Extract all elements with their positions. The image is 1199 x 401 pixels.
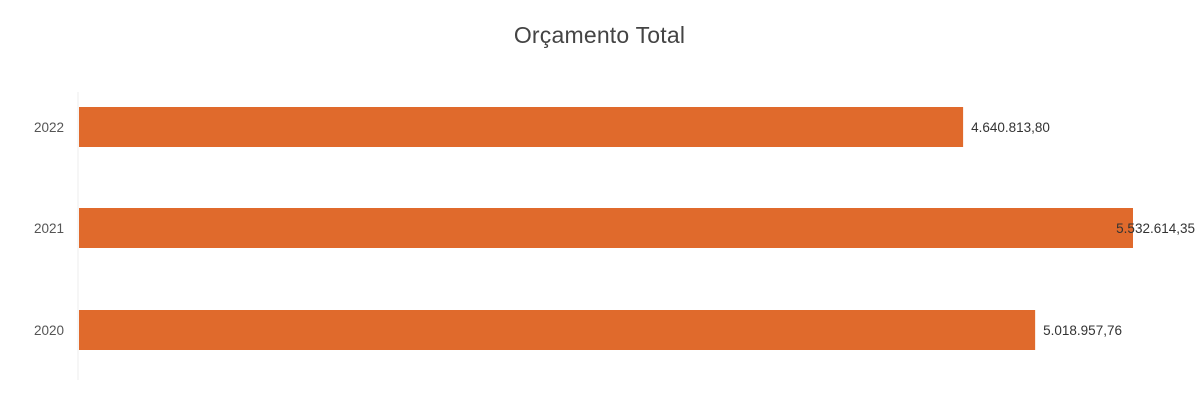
bar-2022[interactable] [79,107,964,147]
y-tick-label-2021: 2021 [34,221,64,236]
chart-title: Orçamento Total [513,22,686,48]
y-tick-label-2022: 2022 [34,120,64,135]
bars-layer [79,107,1133,350]
bar-2020[interactable] [79,310,1036,350]
data-label-2020: 5.018.957,76 [1043,323,1122,338]
data-label-2021: 5.532.614,35 [1116,221,1195,236]
bar-2021[interactable] [79,208,1133,248]
data-label-2022: 4.640.813,80 [971,120,1050,135]
y-tick-label-2020: 2020 [34,323,64,338]
labels-layer: 2022 4.640.813,80 2021 5.532.614,35 2020 5.01… [34,120,1195,338]
